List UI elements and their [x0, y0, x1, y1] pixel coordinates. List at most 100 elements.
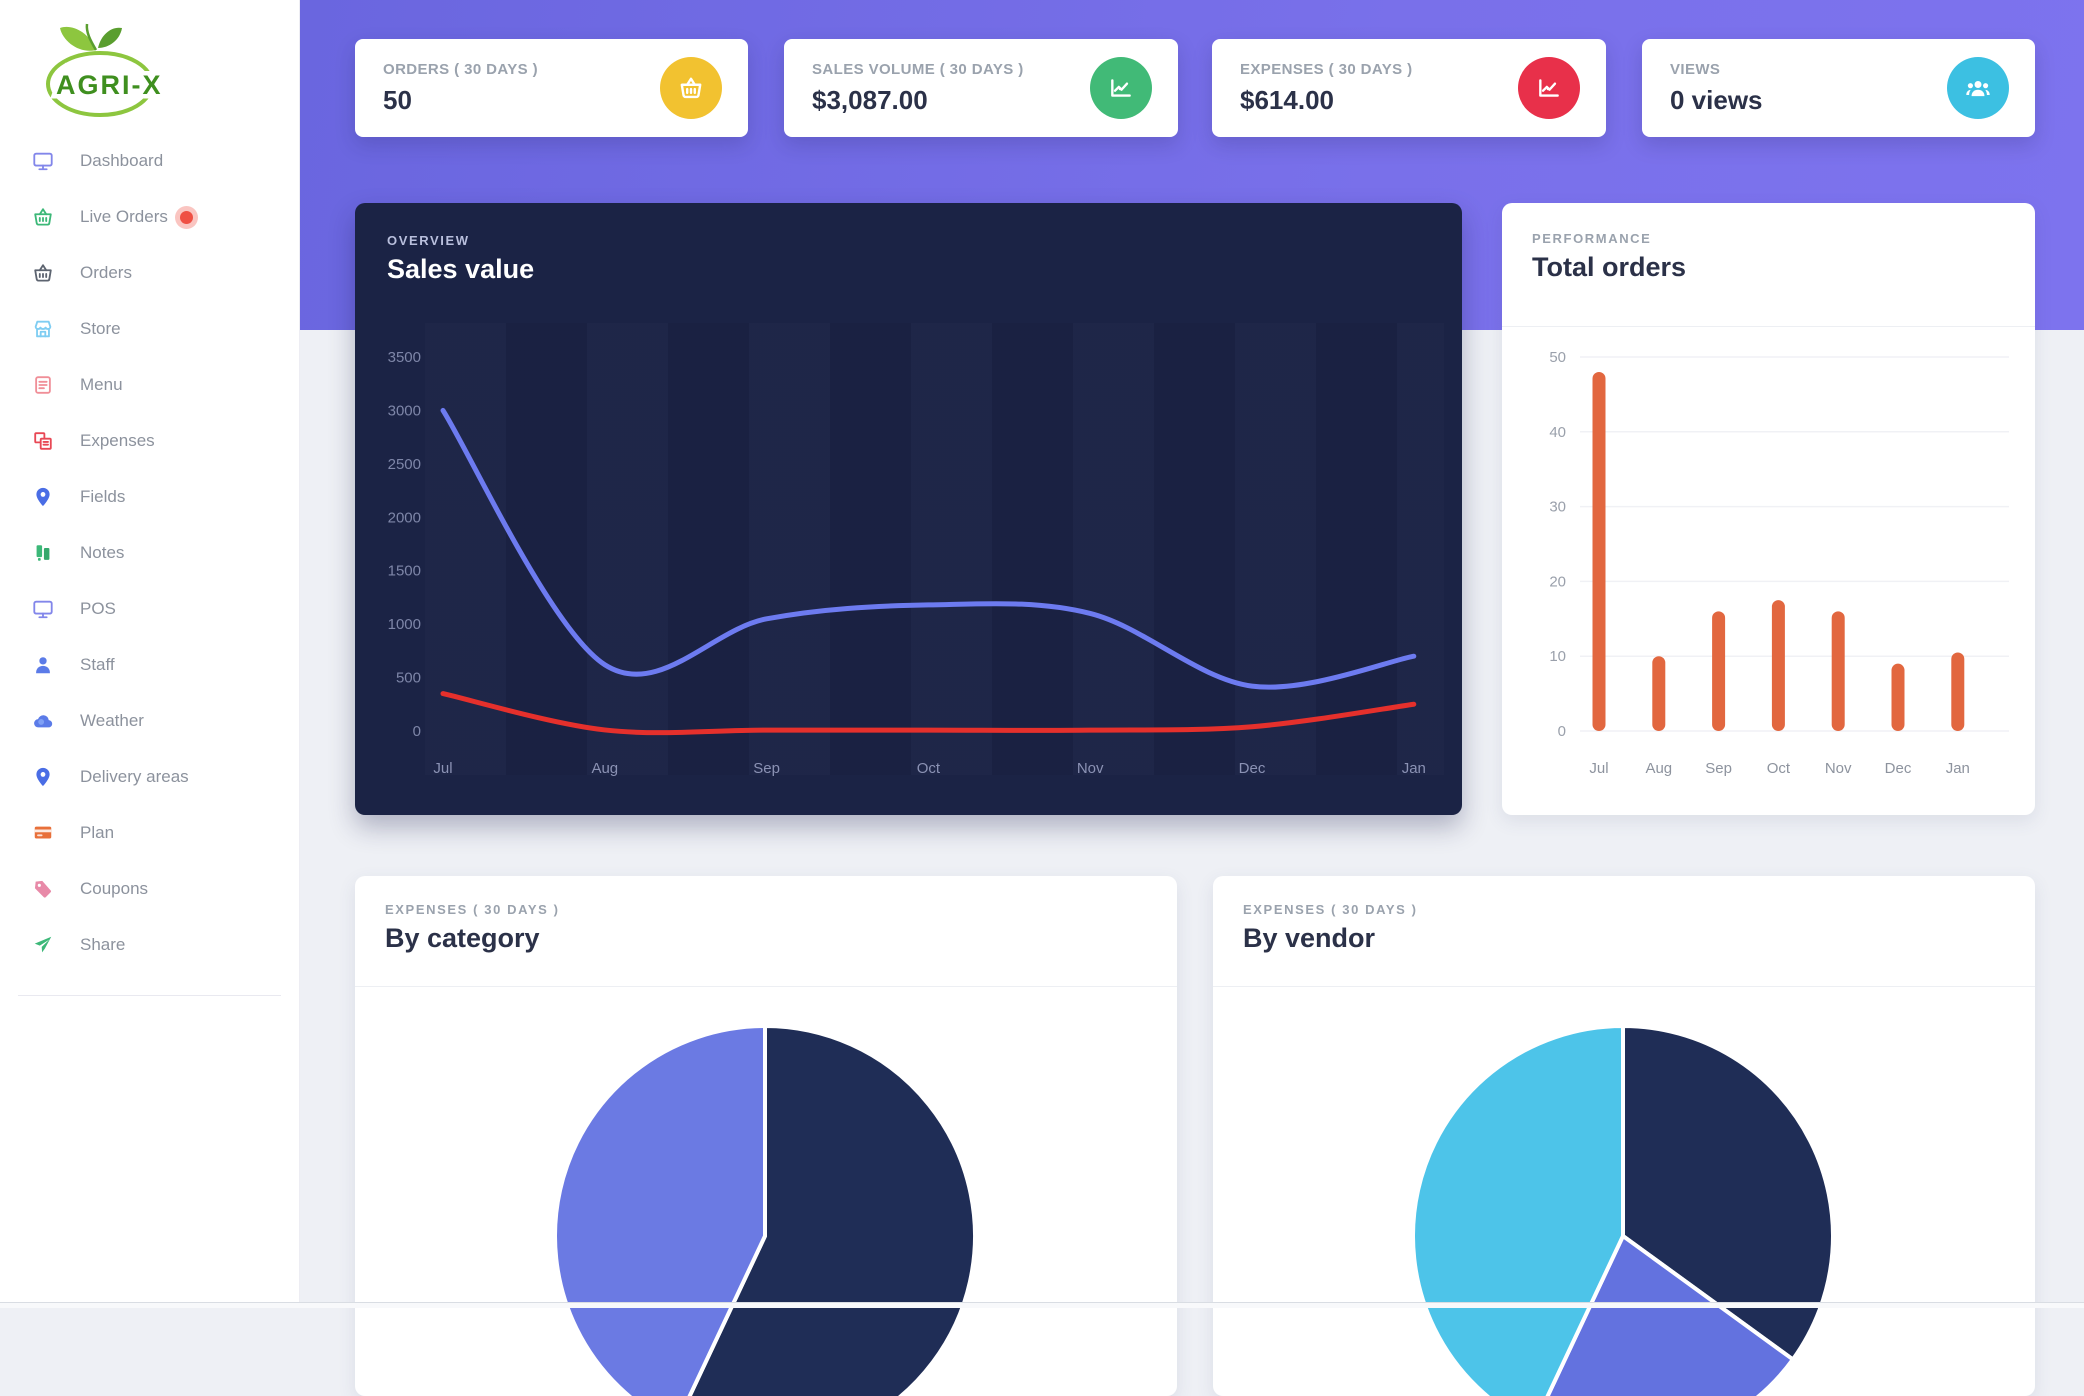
person-icon: [30, 652, 56, 678]
sidebar-item-live-orders[interactable]: Live Orders: [0, 189, 299, 245]
svg-text:1500: 1500: [388, 563, 421, 580]
svg-text:Dec: Dec: [1239, 760, 1266, 777]
sidebar-item-fields[interactable]: Fields: [0, 469, 299, 525]
card-subtitle: EXPENSES ( 30 DAYS ): [385, 902, 560, 917]
stat-card-views: VIEWS 0 views: [1642, 39, 2035, 137]
line-chart-icon: [1090, 57, 1152, 119]
card-subtitle: PERFORMANCE: [1532, 231, 1652, 246]
sidebar-item-menu[interactable]: Menu: [0, 357, 299, 413]
card-divider: [355, 986, 1177, 987]
sidebar-item-orders[interactable]: Orders: [0, 245, 299, 301]
stat-value: 0 views: [1670, 84, 1763, 115]
card-title: Sales value: [387, 254, 535, 284]
svg-text:0: 0: [1558, 723, 1566, 740]
sidebar-item-plan[interactable]: Plan: [0, 805, 299, 861]
sidebar-item-staff[interactable]: Staff: [0, 637, 299, 693]
stat-card-orders: ORDERS ( 30 DAYS ) 50: [355, 39, 748, 137]
svg-text:Sep: Sep: [1705, 760, 1732, 777]
total-orders-bar-chart: 0 10 20 30 40 50 Jul Aug Sep Oct Nov Dec Jan: [1549, 349, 2009, 777]
svg-text:40: 40: [1549, 424, 1566, 441]
card-divider: [1213, 986, 2035, 987]
svg-text:2000: 2000: [388, 509, 421, 526]
total-orders-card: PERFORMANCE Total orders 0 10 20 30 40 50 Jul A…: [1502, 203, 2035, 815]
svg-text:3000: 3000: [388, 402, 421, 419]
svg-text:3500: 3500: [388, 349, 421, 366]
sidebar-item-pos[interactable]: POS: [0, 581, 299, 637]
sidebar-item-store[interactable]: Store: [0, 301, 299, 357]
stat-card-sales-volume: SALES VOLUME ( 30 DAYS ) $3,087.00: [784, 39, 1178, 137]
svg-text:Oct: Oct: [917, 760, 941, 777]
svg-text:AGRI-X: AGRI-X: [56, 70, 163, 100]
stat-value: 50: [383, 84, 412, 115]
storefront-icon: [30, 316, 56, 342]
svg-text:Aug: Aug: [1645, 760, 1672, 777]
card-title: Total orders: [1532, 252, 1687, 282]
users-icon: [1947, 57, 2009, 119]
monitor-icon: [30, 148, 56, 174]
basket-icon: [30, 260, 56, 286]
by-vendor-pie-chart: [1411, 1024, 1835, 1396]
svg-text:20: 20: [1549, 573, 1566, 590]
sidebar-divider: [18, 995, 281, 996]
tag-icon: [30, 876, 56, 902]
svg-text:Nov: Nov: [1077, 760, 1104, 777]
by-category-card: EXPENSES ( 30 DAYS ) By category: [355, 876, 1177, 1396]
agri-x-logo: AGRI-X AGRI-X: [30, 18, 180, 135]
notes-icon: [30, 540, 56, 566]
stat-value: $3,087.00: [812, 84, 928, 115]
by-vendor-card: EXPENSES ( 30 DAYS ) By vendor: [1213, 876, 2035, 1396]
list-icon: [30, 372, 56, 398]
card-divider: [1502, 326, 2035, 327]
svg-text:Nov: Nov: [1825, 760, 1852, 777]
svg-text:Aug: Aug: [591, 760, 618, 777]
sales-line-chart: 3500 3000 2500 2000 1500 1000 500 0 Jul Aug Sep Oct…: [388, 349, 1426, 777]
stat-card-expenses: EXPENSES ( 30 DAYS ) $614.00: [1212, 39, 1606, 137]
monitor-icon: [30, 596, 56, 622]
sidebar: AGRI-X AGRI-X Dashboard Live Orders Orde…: [0, 0, 300, 1308]
stat-value: $614.00: [1240, 84, 1334, 115]
svg-text:30: 30: [1549, 499, 1566, 516]
svg-text:50: 50: [1549, 349, 1566, 366]
svg-text:Jul: Jul: [433, 760, 452, 777]
basket-icon: [660, 57, 722, 119]
svg-text:10: 10: [1549, 648, 1566, 665]
receipts-icon: [30, 428, 56, 454]
stat-label: VIEWS: [1670, 60, 1721, 78]
sidebar-item-dashboard[interactable]: Dashboard: [0, 133, 299, 189]
map-pin-icon: [30, 484, 56, 510]
card-subtitle: OVERVIEW: [387, 233, 470, 248]
svg-text:0: 0: [413, 723, 421, 740]
viewport-bottom-edge: [0, 1302, 2084, 1308]
card-subtitle: EXPENSES ( 30 DAYS ): [1243, 902, 1418, 917]
sidebar-item-weather[interactable]: Weather: [0, 693, 299, 749]
sidebar-item-expenses[interactable]: Expenses: [0, 413, 299, 469]
sidebar-item-coupons[interactable]: Coupons: [0, 861, 299, 917]
svg-text:Jul: Jul: [1589, 760, 1608, 777]
card-title: By category: [385, 923, 540, 953]
by-category-pie-chart: [553, 1024, 977, 1396]
card-icon: [30, 820, 56, 846]
sidebar-item-delivery-areas[interactable]: Delivery areas: [0, 749, 299, 805]
svg-text:1000: 1000: [388, 616, 421, 633]
svg-text:Jan: Jan: [1946, 760, 1970, 777]
map-pin-icon: [30, 764, 56, 790]
basket-icon: [30, 204, 56, 230]
line-chart-icon: [1518, 57, 1580, 119]
stat-label: ORDERS ( 30 DAYS ): [383, 60, 539, 78]
live-indicator-dot: [179, 210, 193, 224]
sidebar-nav: Dashboard Live Orders Orders Store: [0, 133, 299, 996]
card-title: By vendor: [1243, 923, 1376, 953]
svg-text:Jan: Jan: [1402, 760, 1426, 777]
svg-text:AGRI-X: AGRI-X: [56, 70, 163, 100]
svg-text:Sep: Sep: [753, 760, 780, 777]
paper-plane-icon: [30, 932, 56, 958]
svg-text:Dec: Dec: [1885, 760, 1912, 777]
cloud-icon: [30, 708, 56, 734]
svg-text:500: 500: [396, 670, 421, 687]
sales-value-card: OVERVIEW Sales value 3500 3000 2500 2000 150…: [355, 203, 1462, 815]
svg-text:Oct: Oct: [1767, 760, 1791, 777]
sidebar-item-share[interactable]: Share: [0, 917, 299, 973]
sidebar-item-notes[interactable]: Notes: [0, 525, 299, 581]
stat-label: SALES VOLUME ( 30 DAYS ): [812, 60, 1024, 78]
svg-text:2500: 2500: [388, 456, 421, 473]
